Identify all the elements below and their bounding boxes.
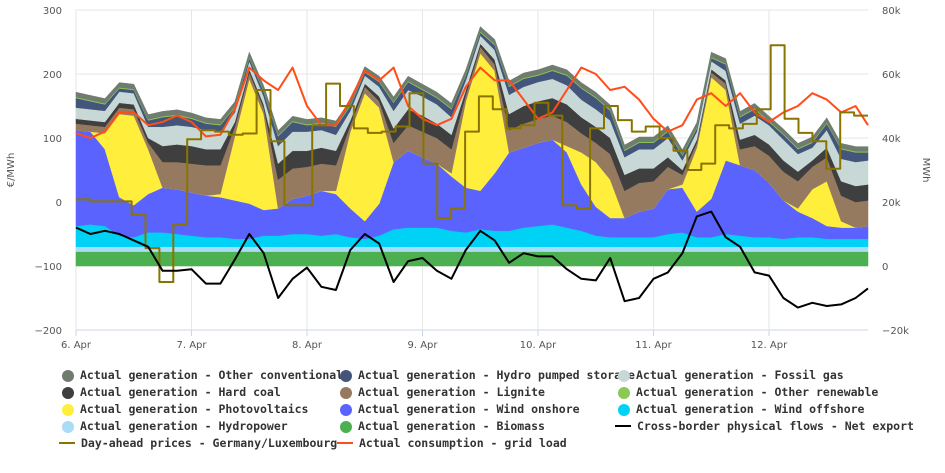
x-tick-label: 8. Apr: [292, 340, 323, 351]
right-tick-label: 60k: [882, 70, 901, 81]
legend-label: Actual generation - Other conventional: [80, 368, 344, 382]
legend-dot-icon: [62, 386, 74, 399]
legend-item[interactable]: Actual generation - Fossil gas: [618, 367, 844, 384]
x-tick-label: 6. Apr: [61, 340, 92, 351]
axes: €/MWh MWh 300 200 100 0 −100 −200 80k 60k 40k 20k…: [6, 6, 931, 351]
legend-item[interactable]: Actual consumption - grid load: [337, 435, 567, 452]
legend-dot-icon: [618, 369, 630, 382]
legend-dot-icon: [340, 386, 352, 399]
legend-label: Actual generation - Biomass: [358, 419, 545, 433]
line-actual-consumption-grid-load: [75, 66, 869, 139]
right-tick-label: 20k: [882, 198, 901, 209]
legend-label: Actual generation - Photovoltaics: [80, 402, 309, 416]
legend-label: Actual generation - Lignite: [358, 385, 545, 399]
legend-dot-icon: [340, 403, 352, 416]
energy-chart: €/MWh MWh 300 200 100 0 −100 −200 80k 60k 40k 20k…: [6, 6, 931, 351]
legend-line-icon: [337, 441, 353, 444]
legend-item[interactable]: Actual generation - Lignite: [340, 384, 545, 401]
legend-label: Actual generation - Other renewable: [636, 385, 879, 399]
legend-item[interactable]: Actual generation - Photovoltaics: [62, 401, 308, 418]
legend-item[interactable]: Actual generation - Biomass: [340, 418, 545, 435]
x-tick-label: 10. Apr: [520, 340, 557, 351]
right-axis-title: MWh: [920, 158, 931, 183]
legend-item[interactable]: Cross-border physical flows - Net export: [615, 418, 914, 435]
x-tick-label: 12. Apr: [751, 340, 788, 351]
right-tick-label: −20k: [882, 326, 909, 337]
legend-line-icon: [59, 441, 75, 444]
legend-item[interactable]: Actual generation - Wind onshore: [340, 401, 580, 418]
stacked-areas: [75, 26, 869, 267]
legend-item[interactable]: Actual generation - Other conventional: [62, 367, 343, 384]
right-tick-label: 0: [882, 262, 888, 273]
legend-dot-icon: [618, 386, 630, 399]
legend-item[interactable]: Actual generation - Wind offshore: [618, 401, 864, 418]
legend-dot-icon: [62, 369, 74, 382]
left-tick-label: 0: [56, 198, 62, 209]
left-tick-label: −100: [35, 262, 62, 273]
legend-dot-icon: [62, 420, 74, 433]
legend-line-icon: [615, 424, 631, 427]
right-tick-label: 40k: [882, 134, 901, 145]
legend-item[interactable]: Actual generation - Hydro pumped storage: [340, 367, 635, 384]
legend-label: Actual generation - Wind onshore: [358, 402, 580, 416]
legend-label: Actual generation - Fossil gas: [636, 368, 844, 382]
legend-item[interactable]: Actual generation - Hard coal: [62, 384, 281, 401]
legend-item[interactable]: Actual generation - Hydropower: [62, 418, 288, 435]
left-tick-label: 300: [43, 6, 62, 17]
legend-label: Actual consumption - grid load: [359, 436, 567, 450]
line-series: [75, 44, 869, 309]
legend-item[interactable]: Day-ahead prices - Germany/Luxembourg: [59, 435, 337, 452]
legend-dot-icon: [340, 420, 352, 433]
legend-label: Actual generation - Hard coal: [80, 385, 281, 399]
legend-label: Actual generation - Hydropower: [80, 419, 288, 433]
legend-label: Day-ahead prices - Germany/Luxembourg: [81, 436, 338, 450]
x-tick-label: 7. Apr: [176, 340, 207, 351]
line-day-ahead-prices-germany-luxembourg: [76, 44, 868, 283]
line-cross-border-physical-flows-net-export: [75, 210, 869, 309]
legend-label: Cross-border physical flows - Net export: [637, 419, 914, 433]
right-tick-label: 80k: [882, 6, 901, 17]
x-tick-label: 9. Apr: [407, 340, 438, 351]
legend-dot-icon: [62, 403, 74, 416]
left-axis-title: €/MWh: [6, 153, 17, 188]
legend-label: Actual generation - Hydro pumped storage: [358, 368, 635, 382]
legend-dot-icon: [618, 403, 630, 416]
left-tick-label: 100: [43, 134, 62, 145]
legend-dot-icon: [340, 369, 352, 382]
left-tick-label: 200: [43, 70, 62, 81]
x-tick-label: 11. Apr: [635, 340, 672, 351]
area-actual-generation-hydropower: [75, 246, 869, 252]
legend-label: Actual generation - Wind offshore: [636, 402, 865, 416]
legend-item[interactable]: Actual generation - Other renewable: [618, 384, 878, 401]
left-tick-label: −200: [35, 326, 62, 337]
